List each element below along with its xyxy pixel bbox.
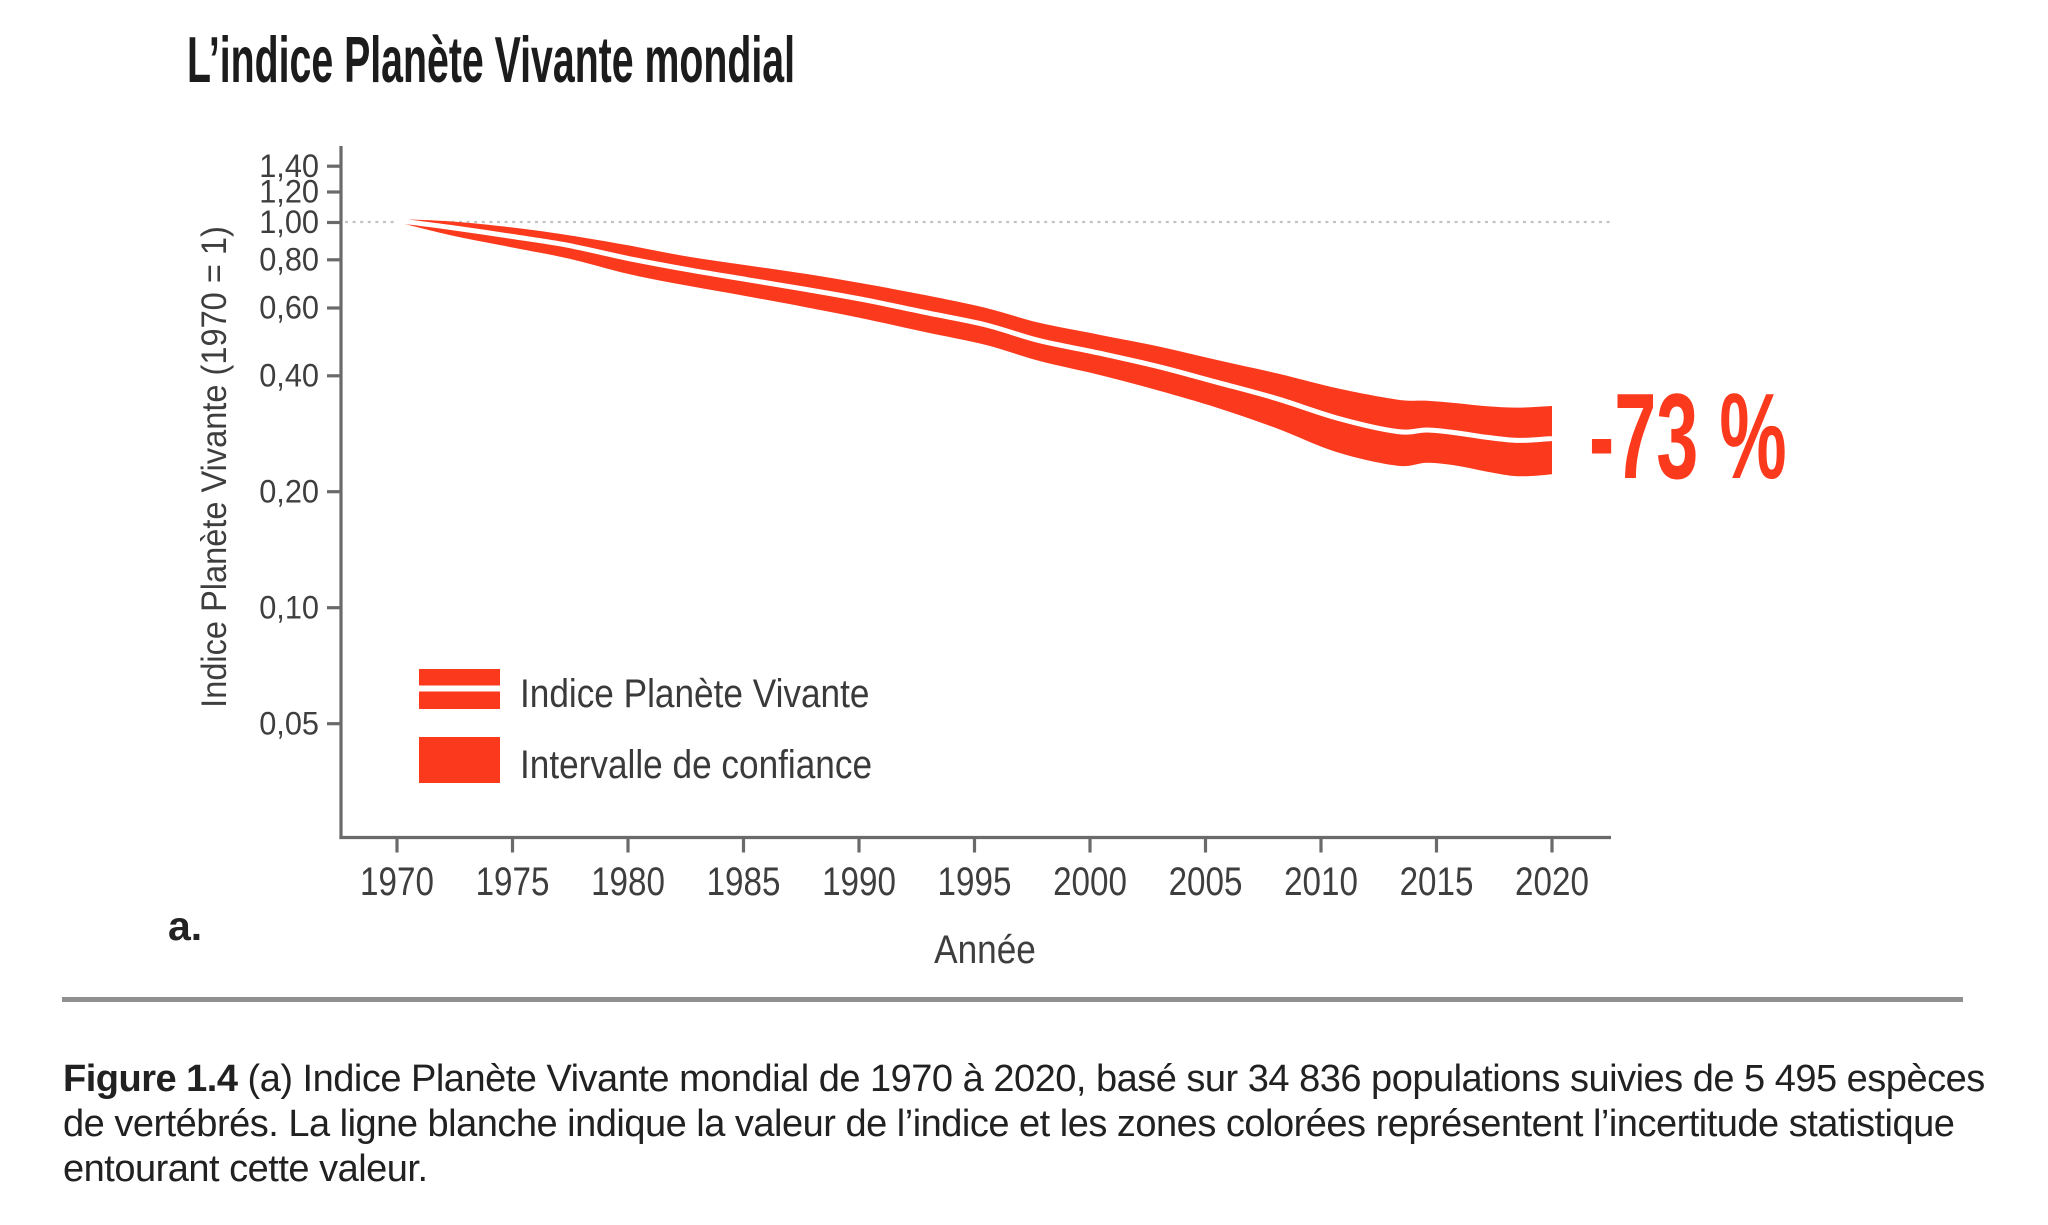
svg-text:1990: 1990 (822, 859, 896, 904)
svg-text:0,80: 0,80 (259, 242, 319, 278)
svg-text:1,40: 1,40 (259, 148, 319, 184)
svg-text:0,20: 0,20 (259, 474, 319, 510)
svg-text:1995: 1995 (938, 859, 1012, 904)
svg-text:0,10: 0,10 (259, 590, 319, 626)
svg-text:0,05: 0,05 (259, 706, 319, 742)
svg-text:2010: 2010 (1284, 859, 1358, 904)
svg-text:Indice Planète Vivante: Indice Planète Vivante (520, 671, 869, 716)
svg-text:2015: 2015 (1400, 859, 1474, 904)
svg-text:1,00: 1,00 (259, 205, 319, 241)
svg-text:0,60: 0,60 (259, 290, 319, 326)
svg-text:2000: 2000 (1053, 859, 1127, 904)
svg-text:Intervalle de confiance: Intervalle de confiance (520, 742, 872, 787)
svg-text:1970: 1970 (360, 859, 434, 904)
svg-text:2020: 2020 (1515, 859, 1589, 904)
svg-text:1975: 1975 (476, 859, 550, 904)
svg-text:0,40: 0,40 (259, 358, 319, 394)
svg-text:1,20: 1,20 (259, 174, 319, 210)
svg-text:1980: 1980 (591, 859, 665, 904)
svg-text:2005: 2005 (1169, 859, 1243, 904)
svg-text:1985: 1985 (707, 859, 781, 904)
